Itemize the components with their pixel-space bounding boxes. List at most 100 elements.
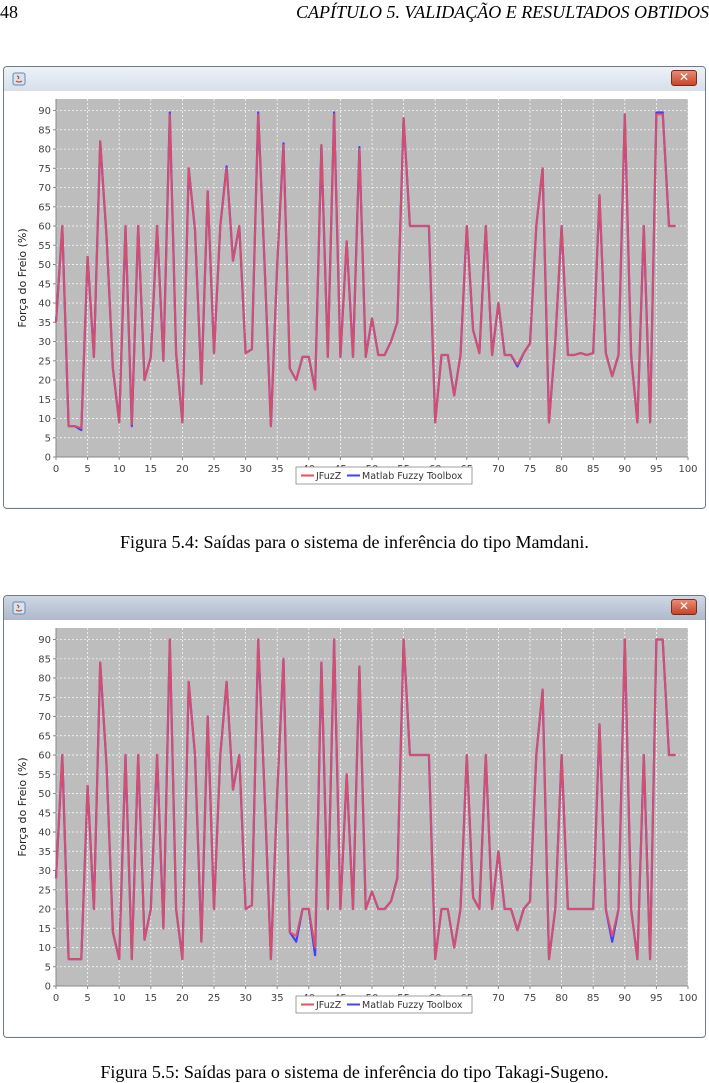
jfuzz-point (396, 877, 398, 879)
legend-label-matlab: Matlab Fuzzy Toolbox (362, 1000, 463, 1011)
legend-label-matlab: Matlab Fuzzy Toolbox (362, 471, 463, 482)
jfuzz-point (87, 785, 89, 787)
x-tick-label: 85 (587, 993, 600, 1004)
matlab-point (169, 111, 171, 114)
takagi-sugeno-chart: 0 5 10 15 20 25 30 35 40 45 50 55 60 65 70 75 80 85 90 0 5 10… (4, 620, 705, 1036)
x-tick-label: 0 (53, 464, 59, 475)
window-close-button[interactable]: ✕ (671, 70, 697, 86)
jfuzz-point (497, 302, 499, 304)
jfuzz-point (238, 754, 240, 756)
jfuzz-point (213, 352, 215, 354)
x-tick-label: 90 (618, 464, 631, 475)
jfuzz-point (573, 354, 575, 356)
x-tick-label: 35 (271, 464, 284, 475)
jfuzz-point (238, 225, 240, 227)
x-tick-label: 10 (113, 464, 126, 475)
figure-caption-takagi-sugeno: Figura 5.5: Saídas para o sistema de inf… (100, 1062, 609, 1082)
x-tick-label: 15 (144, 464, 157, 475)
jfuzz-point (674, 225, 676, 227)
window-close-button[interactable]: ✕ (671, 599, 697, 615)
jfuzz-point (245, 908, 247, 910)
jfuzz-point (510, 354, 512, 356)
window-titlebar: ✕ (4, 67, 705, 92)
matlab-point (282, 142, 285, 144)
jfuzz-point (156, 754, 158, 756)
y-tick-label: 40 (38, 299, 51, 310)
jfuzz-point (535, 754, 537, 756)
jfuzz-point (289, 931, 291, 933)
matlab-point (226, 165, 228, 167)
jfuzz-point (459, 354, 462, 356)
jfuzz-point (611, 935, 613, 937)
jfuzz-point (428, 225, 430, 227)
jfuzz-point (188, 681, 190, 683)
jfuzz-point (156, 225, 158, 227)
x-tick-label: 70 (492, 464, 505, 475)
jfuzz-point (662, 638, 664, 641)
x-tick-label: 20 (176, 464, 189, 475)
jfuzz-point (181, 958, 183, 960)
matlab-point (314, 954, 316, 956)
jfuzz-point (213, 908, 215, 910)
jfuzz-point (333, 113, 335, 115)
jfuzz-point (598, 723, 601, 725)
jfuzz-point (491, 354, 493, 356)
x-tick-label: 75 (524, 464, 537, 475)
jfuzz-point (554, 908, 556, 910)
jfuzz-point (548, 958, 550, 960)
jfuzz-point (403, 117, 405, 119)
jfuzz-point (169, 113, 171, 115)
x-tick-label: 15 (144, 993, 157, 1004)
jfuzz-point (459, 908, 462, 910)
jfuzz-point (194, 754, 196, 756)
jfuzz-point (143, 939, 146, 941)
jfuzz-point (466, 225, 468, 227)
jfuzz-point (131, 958, 133, 960)
legend-label-jfuzz: JFuzZ (315, 471, 342, 482)
jfuzz-point (598, 194, 601, 196)
jfuzz-point (497, 850, 499, 852)
jfuzz-point (80, 958, 82, 960)
y-tick-label: 75 (38, 164, 51, 175)
jfuzz-point (282, 144, 285, 146)
jfuzz-point (61, 754, 63, 756)
jfuzz-point (327, 356, 329, 358)
jfuzz-point (327, 908, 329, 910)
jfuzz-point (175, 908, 177, 910)
jfuzz-point (415, 225, 417, 227)
mamdani-chart: 0 5 10 15 20 25 30 35 40 45 50 55 60 65 70 75 80 85 90 0 5 10… (4, 91, 705, 507)
jfuzz-point (276, 263, 278, 266)
y-tick-label: 45 (38, 279, 51, 290)
y-tick-label: 5 (45, 962, 51, 973)
jfuzz-point (554, 340, 556, 343)
jfuzz-point (301, 908, 304, 910)
y-tick-label: 0 (45, 453, 51, 464)
jfuzz-point (630, 908, 632, 910)
jfuzz-point (181, 421, 183, 423)
jfuzz-point (655, 638, 658, 641)
jfuzz-point (339, 356, 341, 358)
jfuzz-point (124, 754, 127, 756)
jfuzz-point (384, 354, 386, 356)
jfuzz-point (143, 379, 146, 381)
jfuzz-point (226, 167, 228, 169)
y-tick-label: 5 (45, 433, 51, 444)
jfuzz-point (579, 908, 582, 910)
jfuzz-point (478, 352, 481, 354)
jfuzz-point (466, 754, 468, 756)
jfuzz-point (636, 421, 639, 423)
jfuzz-point (523, 352, 525, 354)
x-tick-label: 100 (678, 993, 697, 1004)
jfuzz-point (440, 354, 443, 356)
jfuzz-point (624, 638, 626, 641)
matlab-point (295, 941, 297, 943)
jfuzz-point (232, 260, 234, 262)
jfuzz-point (99, 662, 101, 664)
x-tick-label: 25 (208, 464, 221, 475)
y-tick-label: 80 (38, 674, 51, 685)
jfuzz-point (251, 904, 253, 906)
x-tick-label: 20 (176, 993, 189, 1004)
x-tick-label: 90 (618, 993, 631, 1004)
jfuzz-point (485, 754, 487, 756)
jfuzz-point (624, 113, 626, 115)
